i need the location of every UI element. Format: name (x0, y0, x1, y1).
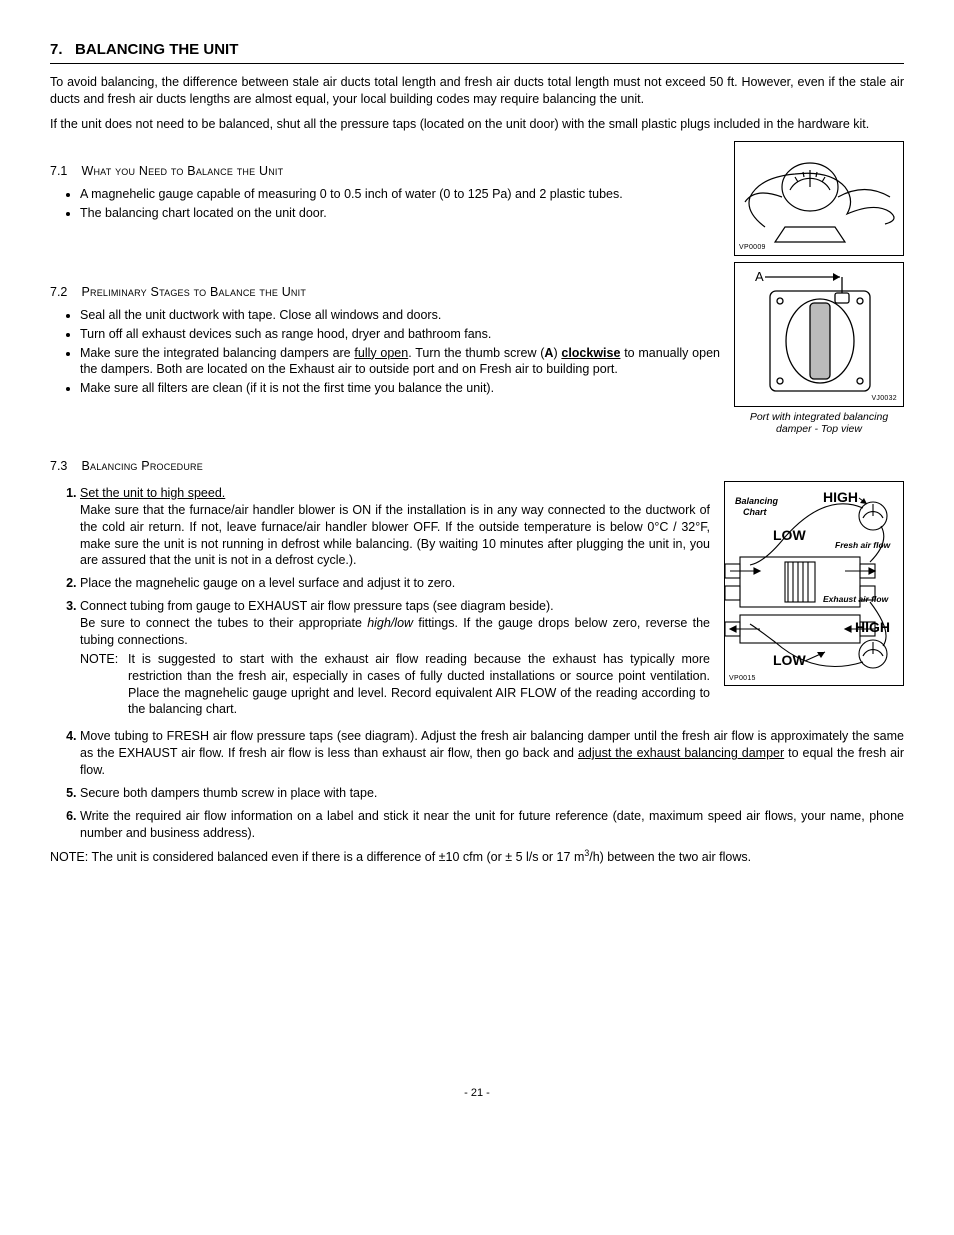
gauge-icon (735, 142, 903, 255)
step1-head: Set the unit to high speed. (80, 486, 225, 500)
text-italic: high/low (367, 616, 413, 630)
sub72-list: Seal all the unit ductwork with tape. Cl… (50, 307, 720, 397)
sub72-label: Preliminary Stages to Balance the Unit (81, 285, 306, 299)
note-body: It is suggested to start with the exhaus… (128, 651, 710, 719)
gauge-figure: VP0009 (734, 141, 904, 256)
sub71-label: What you Need to Balance the Unit (81, 164, 283, 178)
step3-l1: Connect tubing from gauge to EXHAUST air… (80, 599, 554, 613)
sub73-steps-bottom: Move tubing to FRESH air flow pressure t… (50, 728, 904, 841)
sub72-num: 7.2 (50, 284, 78, 301)
list-item: The balancing chart located on the unit … (80, 205, 720, 222)
section-title-text: BALANCING THE UNIT (75, 41, 238, 58)
sub73-steps-top: Set the unit to high speed. Make sure th… (50, 485, 710, 718)
svg-text:LOW: LOW (773, 652, 806, 668)
damper-caption: Port with integrated balancing damper - … (734, 411, 904, 436)
figure-code: VJ0032 (871, 394, 897, 403)
step-item: Set the unit to high speed. Make sure th… (80, 485, 710, 569)
damper-icon: A (735, 263, 903, 406)
note-label: NOTE: (80, 651, 128, 719)
figure-code: VP0015 (729, 674, 756, 683)
sub73-label: Balancing Procedure (81, 459, 202, 473)
text-fragment: /h) between the two air flows. (589, 850, 751, 864)
step1-body: Make sure that the furnace/air handler b… (80, 503, 710, 568)
step-item: Secure both dampers thumb screw in place… (80, 785, 904, 802)
list-item: Make sure all filters are clean (if it i… (80, 380, 720, 397)
svg-text:LOW: LOW (773, 527, 806, 543)
text-fragment: Be sure to connect the tubes to their ap… (80, 616, 367, 630)
damper-figure: A VJ0032 (734, 262, 904, 407)
intro-p2: If the unit does not need to be balanced… (50, 116, 904, 133)
final-note: NOTE: The unit is considered balanced ev… (50, 848, 904, 866)
svg-text:Exhaust air flow: Exhaust air flow (823, 594, 890, 604)
intro-p1: To avoid balancing, the difference betwe… (50, 74, 904, 108)
step-item: Move tubing to FRESH air flow pressure t… (80, 728, 904, 779)
svg-text:Balancing: Balancing (735, 496, 779, 506)
step-item: Write the required air flow information … (80, 808, 904, 842)
text-bold-underline: clockwise (561, 346, 620, 360)
svg-text:Chart: Chart (743, 507, 768, 517)
page-number: - 21 - (50, 1086, 904, 1101)
intro-block: To avoid balancing, the difference betwe… (50, 74, 904, 133)
text-underline: adjust the exhaust balancing damper (578, 746, 784, 760)
svg-text:A: A (755, 269, 764, 284)
list-item: Seal all the unit ductwork with tape. Cl… (80, 307, 720, 324)
svg-text:HIGH: HIGH (855, 619, 890, 635)
text-underline: fully open (354, 346, 408, 360)
section-number: 7. (50, 41, 63, 58)
step-item: Connect tubing from gauge to EXHAUST air… (80, 598, 710, 718)
section-title: 7. BALANCING THE UNIT (50, 40, 904, 64)
text-fragment: Make sure the integrated balancing dampe… (80, 346, 354, 360)
sub71-title: 7.1 What you Need to Balance the Unit (50, 163, 720, 180)
sub71-num: 7.1 (50, 163, 78, 180)
sub72-title: 7.2 Preliminary Stages to Balance the Un… (50, 284, 720, 301)
list-item: A magnehelic gauge capable of measuring … (80, 186, 720, 203)
svg-text:Fresh air flow: Fresh air flow (835, 540, 892, 550)
text-fragment: NOTE: The unit is considered balanced ev… (50, 850, 584, 864)
step-item: Place the magnehelic gauge on a level su… (80, 575, 710, 592)
text-fragment: . Turn the thumb screw ( (408, 346, 544, 360)
svg-text:HIGH: HIGH (823, 489, 858, 505)
balancing-chart-figure: Balancing Chart (724, 481, 904, 686)
sub71-list: A magnehelic gauge capable of measuring … (50, 186, 720, 222)
figure-code: VP0009 (739, 243, 766, 252)
list-item: Make sure the integrated balancing dampe… (80, 345, 720, 379)
sub73-num: 7.3 (50, 458, 78, 475)
list-item: Turn off all exhaust devices such as ran… (80, 326, 720, 343)
sub73-title: 7.3 Balancing Procedure (50, 458, 904, 475)
balancing-chart-icon: Balancing Chart (725, 482, 903, 685)
